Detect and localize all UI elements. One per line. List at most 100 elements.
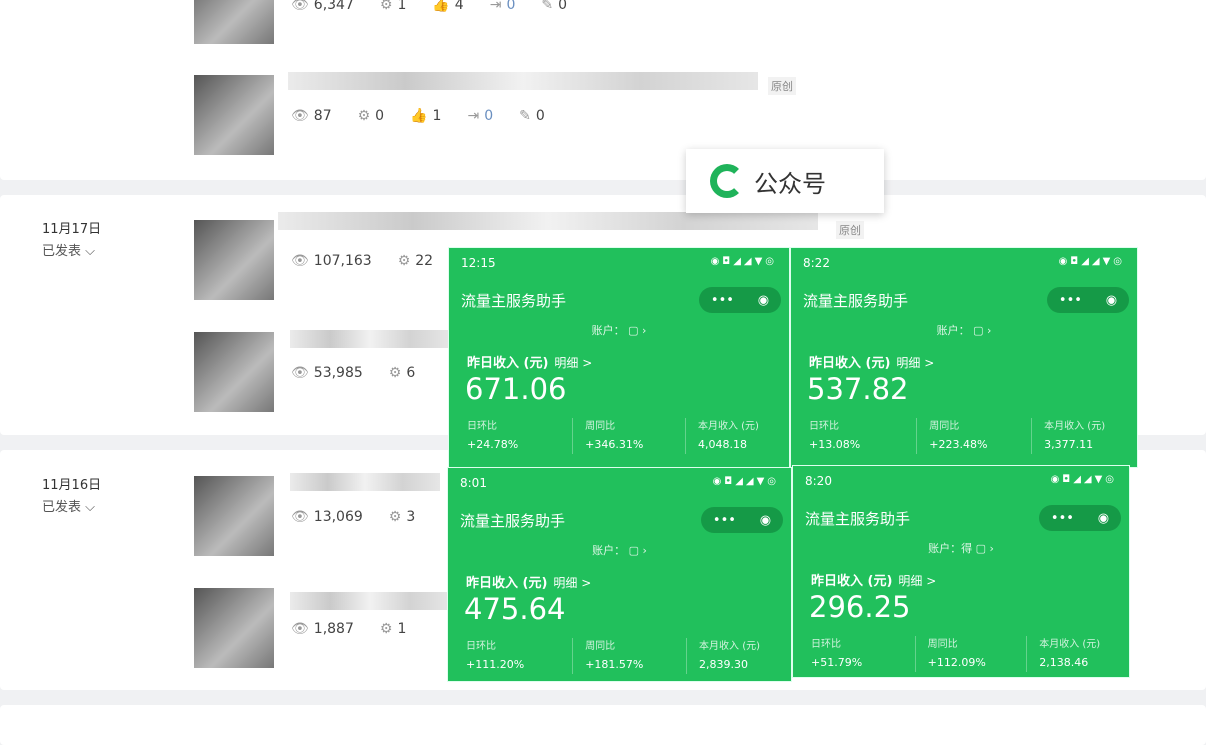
week-over-week: 周同比 +346.31%: [572, 418, 643, 454]
gear-icon: ⚙: [357, 108, 371, 124]
account-selector[interactable]: 账户： ▢ ›: [592, 544, 647, 557]
eye-icon: 👁: [291, 253, 309, 269]
detail-link[interactable]: 明细 >: [554, 356, 593, 370]
detail-link[interactable]: 明细 >: [553, 576, 592, 590]
week-over-week: 周同比 +223.48%: [916, 418, 987, 454]
yesterday-income-label: 昨日收入 (元) 明细 >: [811, 574, 937, 589]
detail-link[interactable]: 明细 >: [898, 574, 937, 588]
miniprogram-capsule[interactable]: ••• ◉: [1039, 505, 1121, 531]
month-income: 本月收入 (元) 4,048.18: [684, 418, 759, 454]
blurred-title: [290, 473, 440, 491]
section-date: 11月16日 已发表 ⌵: [42, 475, 101, 519]
views-stat: 👁 53,985: [291, 365, 363, 381]
eye-icon: 👁: [291, 365, 309, 381]
close-target-icon[interactable]: ◉: [1105, 292, 1118, 308]
day-over-day: 日环比 +111.20%: [466, 641, 525, 671]
account-selector[interactable]: 账户： ▢ ›: [936, 324, 992, 337]
miniprogram-capsule[interactable]: ••• ◉: [699, 287, 781, 313]
eye-icon: 👁: [291, 509, 309, 525]
month-income: 本月收入 (元) 2,138.46: [1026, 636, 1100, 672]
eye-icon: 👁: [291, 108, 309, 124]
week-over-week: 周同比 +112.09%: [914, 636, 986, 672]
gzh-badge: 公众号: [686, 149, 884, 213]
miniprogram-capsule[interactable]: ••• ◉: [701, 507, 783, 533]
eye-icon: 👁: [291, 621, 309, 637]
status-time: 8:22: [803, 256, 830, 270]
blurred-title: [278, 212, 818, 230]
article-thumbnail[interactable]: [194, 75, 274, 155]
eye-icon: 👁: [291, 0, 309, 13]
more-icon[interactable]: •••: [1050, 510, 1074, 526]
status-dropdown[interactable]: 已发表 ⌵: [42, 244, 96, 259]
day-over-day: 日环比 +51.79%: [811, 639, 863, 669]
article-stats: 👁 13,069 ⚙ 3: [291, 509, 415, 525]
yesterday-income-label: 昨日收入 (元) 明细 >: [467, 356, 593, 371]
edits-stat: ✎ 0: [519, 108, 545, 124]
date-label: 11月16日: [42, 478, 102, 493]
shares-stat: ⚙ 6: [388, 365, 416, 381]
original-badge: 原创: [836, 221, 864, 239]
close-target-icon[interactable]: ◉: [1097, 510, 1110, 526]
article-stats: 👁 107,163 ⚙ 22: [291, 253, 433, 269]
pen-icon: ✎: [541, 0, 554, 13]
close-target-icon[interactable]: ◉: [759, 512, 772, 528]
account-selector[interactable]: 账户： ▢ ›: [591, 324, 647, 337]
article-stats: 👁 53,985 ⚙ 6: [291, 365, 415, 381]
day-over-day: 日环比 +24.78%: [467, 421, 519, 451]
gear-icon: ⚙: [379, 621, 393, 637]
app-title: 流量主服务助手: [460, 512, 566, 530]
yesterday-income-label: 昨日收入 (元) 明细 >: [466, 576, 592, 591]
shares-stat: ⚙ 0: [357, 108, 385, 124]
status-time: 8:01: [460, 476, 487, 490]
more-icon[interactable]: •••: [1058, 292, 1082, 308]
gear-icon: ⚙: [388, 509, 402, 525]
account-selector[interactable]: 账户：得 ▢ ›: [928, 542, 994, 555]
income-screenshot: 8:20 ◉◘◢◢▼◎ 流量主服务助手 ••• ◉ 账户：得 ▢ › 昨日收入 (…: [792, 465, 1130, 678]
article-thumbnail[interactable]: [194, 0, 274, 44]
status-dropdown[interactable]: 已发表 ⌵: [42, 500, 96, 515]
shares-stat: ⚙ 22: [397, 253, 434, 269]
close-target-icon[interactable]: ◉: [757, 292, 770, 308]
yesterday-income: 475.64: [464, 592, 566, 626]
article-card-1: [0, 0, 1206, 180]
views-stat: 👁 87: [291, 108, 332, 124]
forwards-stat: ⇥ 0: [490, 0, 516, 13]
views-stat: 👁 1,887: [291, 621, 354, 637]
likes-stat: 👍 4: [432, 0, 463, 13]
income-screenshot: 8:22 ◉◘◢◢▼◎ 流量主服务助手 ••• ◉ 账户： ▢ › 昨日收入 (元…: [790, 247, 1138, 468]
app-title: 流量主服务助手: [461, 292, 567, 310]
shares-stat: ⚙ 1: [380, 0, 406, 13]
thumbs-up-icon: 👍: [432, 0, 450, 13]
article-stats: 👁 6,347 ⚙ 1 👍 4 ⇥ 0 ✎ 0: [291, 0, 567, 13]
views-stat: 👁 6,347: [291, 0, 354, 13]
status-time: 8:20: [805, 474, 832, 488]
forwards-stat: ⇥ 0: [467, 108, 494, 124]
week-over-week: 周同比 +181.57%: [572, 638, 643, 674]
yesterday-income: 537.82: [807, 372, 909, 406]
status-icons: ◉◘◢◢▼◎: [712, 476, 779, 487]
gzh-label: 公众号: [754, 169, 826, 198]
yesterday-income: 296.25: [809, 590, 911, 624]
status-time: 12:15: [461, 256, 496, 270]
gear-icon: ⚙: [388, 365, 402, 381]
more-icon[interactable]: •••: [712, 512, 736, 528]
shares-stat: ⚙ 3: [388, 509, 416, 525]
article-thumbnail[interactable]: [194, 332, 274, 412]
original-badge: 原创: [768, 77, 796, 95]
article-thumbnail[interactable]: [194, 476, 274, 556]
edits-stat: ✎ 0: [541, 0, 567, 13]
pen-icon: ✎: [519, 108, 531, 124]
article-thumbnail[interactable]: [194, 588, 274, 668]
blurred-title: [290, 592, 450, 610]
forward-icon: ⇥: [489, 0, 502, 13]
wechat-official-logo-icon: [710, 164, 744, 198]
detail-link[interactable]: 明细 >: [896, 356, 935, 370]
miniprogram-capsule[interactable]: ••• ◉: [1047, 287, 1129, 313]
section-date: 11月17日 已发表 ⌵: [42, 219, 101, 263]
date-label: 11月17日: [42, 222, 102, 237]
gear-icon: ⚙: [397, 253, 411, 269]
shares-stat: ⚙ 1: [379, 621, 407, 637]
more-icon[interactable]: •••: [710, 292, 734, 308]
income-screenshot: 12:15 ◉◘◢◢▼◎ 流量主服务助手 ••• ◉ 账户： ▢ › 昨日收入 (…: [448, 247, 790, 468]
article-thumbnail[interactable]: [194, 220, 274, 300]
